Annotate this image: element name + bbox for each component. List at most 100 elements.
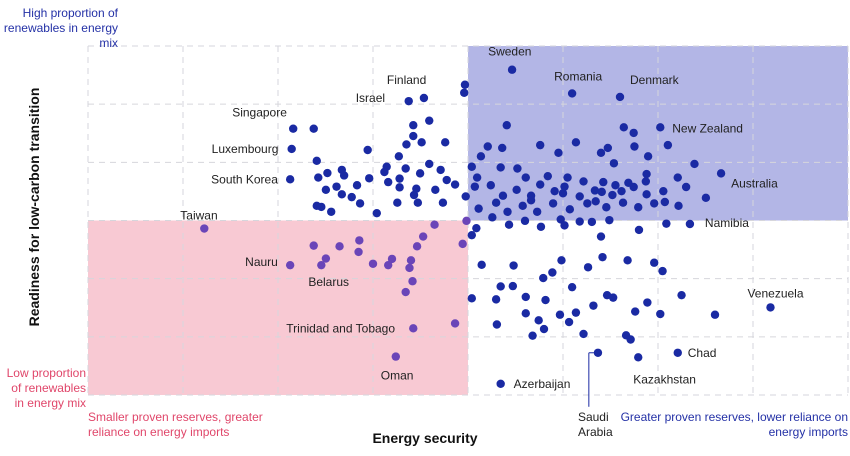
- data-point: [596, 232, 606, 241]
- low-renewables-note: Low proportion of renewables in energy m…: [6, 366, 86, 410]
- label-namibia: Namibia: [705, 216, 749, 230]
- data-point: [442, 175, 451, 185]
- data-point-labeled: [287, 144, 296, 154]
- data-point: [425, 159, 434, 169]
- data-point: [413, 198, 423, 207]
- data-point: [337, 165, 347, 175]
- data-point: [332, 182, 341, 191]
- data-point: [579, 329, 588, 339]
- data-point: [550, 186, 559, 196]
- label-new-zealand: New Zealand: [672, 121, 743, 135]
- data-point: [380, 167, 389, 177]
- data-point: [327, 207, 336, 216]
- label-denmark: Denmark: [630, 73, 680, 87]
- label-venezuela: Venezuela: [747, 286, 803, 300]
- data-point: [309, 124, 318, 133]
- data-point: [363, 145, 372, 155]
- data-point: [491, 295, 501, 304]
- label-taiwan: Taiwan: [180, 209, 217, 223]
- data-point-labeled: [766, 303, 775, 312]
- label-oman: Oman: [381, 369, 414, 383]
- data-point: [656, 309, 665, 319]
- data-point: [425, 116, 434, 125]
- data-point: [663, 140, 673, 150]
- data-point: [460, 80, 470, 89]
- data-point: [503, 207, 512, 216]
- data-point: [629, 128, 638, 138]
- data-point: [548, 268, 557, 277]
- data-point: [321, 185, 331, 194]
- data-point: [450, 319, 460, 328]
- data-point: [623, 256, 632, 265]
- data-point: [491, 198, 501, 207]
- data-point: [565, 205, 575, 214]
- data-point: [518, 201, 527, 211]
- data-point: [417, 138, 426, 147]
- data-point: [555, 310, 565, 319]
- data-point: [520, 216, 530, 226]
- data-point-labeled: [567, 89, 577, 98]
- data-point-labeled: [656, 123, 665, 132]
- data-point: [513, 164, 522, 173]
- data-point-labeled: [634, 353, 643, 362]
- data-point: [512, 185, 521, 194]
- data-point: [335, 242, 344, 251]
- data-point: [590, 186, 600, 195]
- point-labels: Sweden Finland Romania Denmark Israel Singapo…: [180, 45, 804, 439]
- data-point: [583, 263, 593, 272]
- data-point: [450, 180, 460, 189]
- data-point: [521, 292, 530, 302]
- data-point: [571, 308, 581, 317]
- data-point: [681, 182, 691, 192]
- data-point: [660, 197, 670, 207]
- label-romania: Romania: [554, 69, 602, 83]
- data-point: [634, 225, 644, 235]
- data-point: [554, 148, 563, 157]
- data-point: [659, 186, 668, 196]
- data-point: [557, 256, 566, 265]
- data-point: [596, 148, 606, 157]
- data-point: [560, 182, 569, 191]
- data-point: [402, 140, 411, 149]
- data-point-labeled: [200, 224, 209, 233]
- data-point: [509, 261, 518, 270]
- data-point: [405, 263, 414, 273]
- data-point: [532, 207, 542, 216]
- x-axis-label: Energy security: [372, 430, 478, 446]
- data-point: [314, 173, 323, 182]
- data-point: [393, 198, 402, 207]
- data-point: [458, 239, 467, 249]
- label-sweden: Sweden: [488, 45, 531, 59]
- data-point: [611, 181, 620, 190]
- data-point: [618, 198, 628, 207]
- data-point: [460, 88, 469, 97]
- data-point: [710, 310, 720, 319]
- data-point: [602, 203, 611, 212]
- data-point: [477, 260, 486, 270]
- data-point: [467, 162, 476, 171]
- data-point: [650, 258, 659, 267]
- data-point: [634, 203, 643, 212]
- data-point: [347, 192, 356, 202]
- data-point: [543, 171, 552, 181]
- data-point: [521, 309, 530, 318]
- data-point: [401, 287, 410, 297]
- data-point: [355, 236, 364, 245]
- high-renewables-note: High proportion of renewables in energy …: [3, 6, 118, 50]
- data-point: [337, 190, 347, 199]
- data-point-labeled: [419, 93, 429, 103]
- data-point: [536, 222, 546, 231]
- data-point: [498, 143, 507, 153]
- data-point: [641, 177, 651, 186]
- data-point: [418, 232, 428, 241]
- data-point: [409, 121, 418, 130]
- data-point: [677, 290, 686, 300]
- data-point: [539, 324, 549, 334]
- gridlines: [87, 45, 849, 396]
- label-israel: Israel: [356, 91, 385, 105]
- data-point: [602, 290, 612, 300]
- data-point: [309, 241, 318, 250]
- data-point-labeled: [507, 65, 517, 74]
- data-point: [441, 138, 450, 147]
- data-point: [571, 138, 581, 147]
